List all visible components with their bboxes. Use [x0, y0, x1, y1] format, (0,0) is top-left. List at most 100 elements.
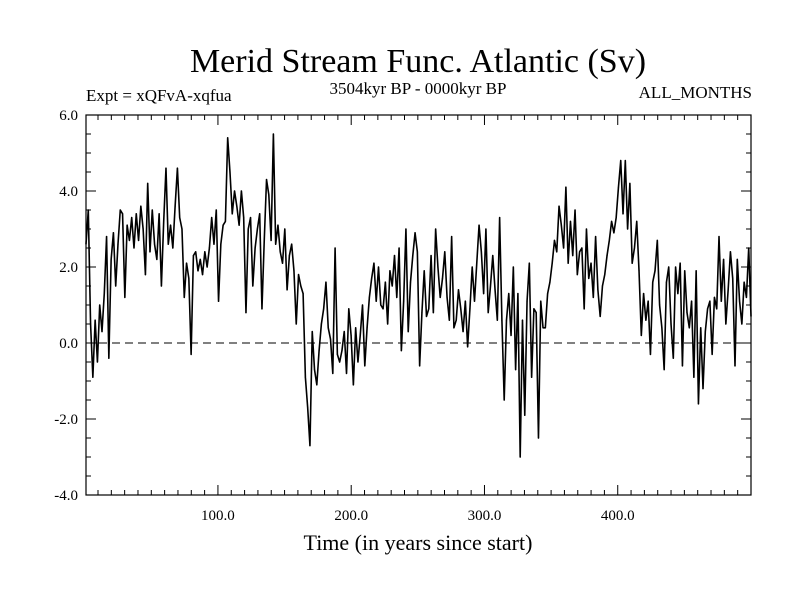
data-point: [85, 243, 87, 245]
data-point: [87, 209, 89, 211]
data-point: [300, 285, 302, 287]
data-point: [549, 281, 551, 283]
data-point: [551, 262, 553, 264]
data-point: [318, 350, 320, 352]
data-point: [188, 277, 190, 279]
data-point: [348, 308, 350, 310]
data-point: [99, 304, 101, 306]
data-point: [627, 228, 629, 230]
data-point: [352, 384, 354, 386]
data-point: [521, 319, 524, 321]
data-point: [473, 300, 476, 302]
data-point: [140, 205, 142, 207]
data-point: [649, 353, 652, 355]
data-point: [668, 266, 670, 268]
data-point: [476, 262, 478, 264]
data-point: [661, 327, 663, 329]
data-point: [428, 308, 430, 310]
data-point: [197, 270, 199, 272]
data-point: [503, 399, 505, 401]
data-point: [204, 251, 206, 253]
data-point: [537, 437, 540, 439]
data-point: [510, 334, 512, 336]
data-point: [638, 270, 640, 272]
data-point: [515, 369, 517, 371]
x-tick-label: 300.0: [468, 508, 502, 524]
data-point: [247, 228, 249, 230]
data-point: [222, 224, 224, 226]
data-point: [275, 243, 277, 245]
data-point: [727, 289, 729, 291]
x-axis-label: Time (in years since start): [304, 530, 533, 555]
data-point: [233, 190, 236, 192]
data-point: [396, 296, 398, 298]
data-point: [617, 186, 620, 188]
data-point: [169, 224, 172, 226]
data-point: [158, 213, 160, 215]
data-point: [633, 247, 636, 249]
data-point: [672, 357, 674, 359]
data-point: [359, 334, 361, 336]
data-point: [119, 209, 121, 211]
data-point: [133, 247, 135, 249]
data-point: [252, 285, 254, 287]
data-point: [574, 209, 576, 211]
data-point: [284, 228, 286, 230]
data-point: [745, 296, 748, 298]
data-point: [690, 300, 693, 302]
data-point: [483, 293, 485, 295]
data-point: [505, 319, 508, 321]
data-point: [206, 266, 208, 268]
data-point: [734, 365, 736, 367]
data-point: [560, 224, 562, 226]
data-point: [199, 258, 201, 260]
data-point: [432, 312, 434, 314]
data-point: [147, 182, 149, 184]
data-point: [323, 308, 325, 310]
data-point: [700, 327, 702, 329]
data-point: [540, 300, 542, 302]
data-point: [480, 251, 482, 253]
data-point: [451, 236, 453, 238]
data-point: [492, 255, 494, 257]
data-point: [457, 289, 460, 291]
data-point: [336, 353, 338, 355]
data-point: [489, 285, 492, 287]
data-point: [419, 365, 421, 367]
data-point: [599, 315, 601, 317]
data-point: [176, 167, 179, 169]
data-point: [211, 217, 213, 219]
data-point: [117, 243, 119, 245]
data-point: [302, 293, 304, 295]
data-point: [103, 293, 105, 295]
data-point: [288, 255, 290, 257]
data-point: [254, 247, 256, 249]
data-point: [709, 300, 711, 302]
data-point: [163, 220, 165, 222]
data-point: [293, 270, 295, 272]
data-point: [674, 266, 677, 268]
data-point: [371, 277, 373, 279]
data-point: [245, 312, 247, 314]
data-point: [615, 217, 617, 219]
data-point: [569, 220, 572, 222]
data-point: [137, 239, 140, 241]
data-point: [478, 224, 480, 226]
data-point: [544, 327, 546, 329]
data-point: [343, 331, 345, 333]
data-point: [149, 251, 151, 253]
data-point: [391, 285, 393, 287]
data-point: [729, 251, 732, 253]
y-tick-label: 0.0: [59, 336, 78, 352]
data-point: [487, 312, 489, 314]
data-point: [622, 213, 624, 215]
data-point: [750, 315, 752, 317]
data-point: [270, 239, 272, 241]
data-point: [658, 304, 661, 306]
data-point: [585, 228, 588, 230]
data-point: [160, 285, 163, 287]
data-point: [652, 281, 654, 283]
data-point: [192, 255, 195, 257]
data-point: [704, 331, 706, 333]
data-point: [112, 232, 115, 234]
